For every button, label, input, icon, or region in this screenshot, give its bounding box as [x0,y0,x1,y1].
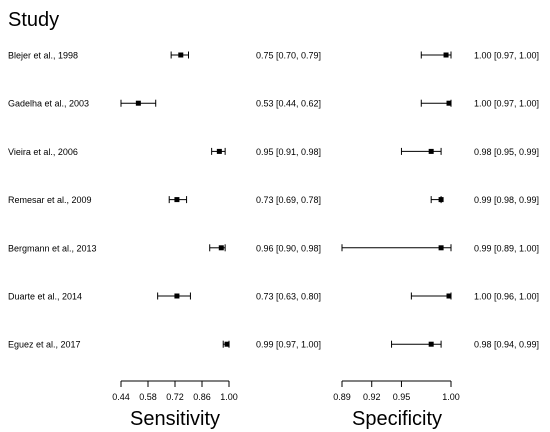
sensitivity-value: 0.75 [0.70, 0.79] [256,51,321,61]
specificity-value: 1.00 [0.96, 1.00] [474,292,539,302]
specificity-point-estimate [443,52,449,58]
study-rows: Blejer et al., 1998 0.75 [0.70, 0.79] 1.00… [8,51,539,350]
study-label: Duarte et al., 2014 [8,292,82,302]
specificity-point-estimate [438,197,444,203]
tick-label: 0.89 [333,392,351,402]
specificity-point-estimate [446,293,452,299]
tick-label: 1.00 [220,392,238,402]
sensitivity-value: 0.99 [0.97, 1.00] [256,340,321,350]
study-label: Gadelha et al., 2003 [8,99,89,109]
specificity-value: 1.00 [0.97, 1.00] [474,51,539,61]
tick-label: 1.00 [442,392,460,402]
specificity-point-estimate [428,148,434,154]
specificity-value: 0.98 [0.94, 0.99] [474,340,539,350]
tick-label: 0.86 [193,392,211,402]
sensitivity-point-estimate [216,148,222,154]
specificity-value: 0.99 [0.98, 0.99] [474,195,539,205]
study-row: Vieira et al., 2006 0.95 [0.91, 0.98] 0.98… [8,147,539,157]
sensitivity-value: 0.53 [0.44, 0.62] [256,99,321,109]
sensitivity-point-estimate [135,100,141,106]
study-row: Gadelha et al., 2003 0.53 [0.44, 0.62] 1.0… [8,99,539,109]
specificity-point-estimate [428,341,434,347]
specificity-point-estimate [438,245,444,251]
tick-label: 0.95 [393,392,411,402]
tick-label: 0.72 [166,392,184,402]
specificity-value: 0.98 [0.95, 0.99] [474,147,539,157]
study-row: Duarte et al., 2014 0.73 [0.63, 0.80] 1.00… [8,292,539,302]
sensitivity-point-estimate [174,197,180,203]
sensitivity-value: 0.73 [0.63, 0.80] [256,292,321,302]
specificity-value: 1.00 [0.97, 1.00] [474,99,539,109]
study-label: Remesar et al., 2009 [8,195,92,205]
study-row: Remesar et al., 2009 0.73 [0.69, 0.78] 0.9… [8,195,539,205]
tick-label: 0.58 [139,392,157,402]
study-header: Study [8,9,59,31]
axis-title: Specificity [352,408,442,430]
sensitivity-value: 0.95 [0.91, 0.98] [256,147,321,157]
axis-title: Sensitivity [130,408,220,430]
sensitivity-point-estimate [218,245,224,251]
study-row: Eguez et al., 2017 0.99 [0.97, 1.00] 0.98 … [8,340,539,350]
specificity-point-estimate [446,100,452,106]
tick-label: 0.92 [363,392,381,402]
sensitivity-point-estimate [174,293,180,299]
sensitivity-value: 0.73 [0.69, 0.78] [256,195,321,205]
sensitivity-point-estimate [178,52,184,58]
study-label: Blejer et al., 1998 [8,51,78,61]
sensitivity-value: 0.96 [0.90, 0.98] [256,243,321,253]
tick-label: 0.44 [112,392,130,402]
study-row: Blejer et al., 1998 0.75 [0.70, 0.79] 1.00… [8,51,539,61]
study-label: Eguez et al., 2017 [8,340,81,350]
sensitivity-point-estimate [224,341,230,347]
study-label: Bergmann et al., 2013 [8,243,97,253]
study-label: Vieira et al., 2006 [8,147,78,157]
specificity-value: 0.99 [0.89, 1.00] [474,243,539,253]
study-row: Bergmann et al., 2013 0.96 [0.90, 0.98] 0.… [8,243,539,253]
